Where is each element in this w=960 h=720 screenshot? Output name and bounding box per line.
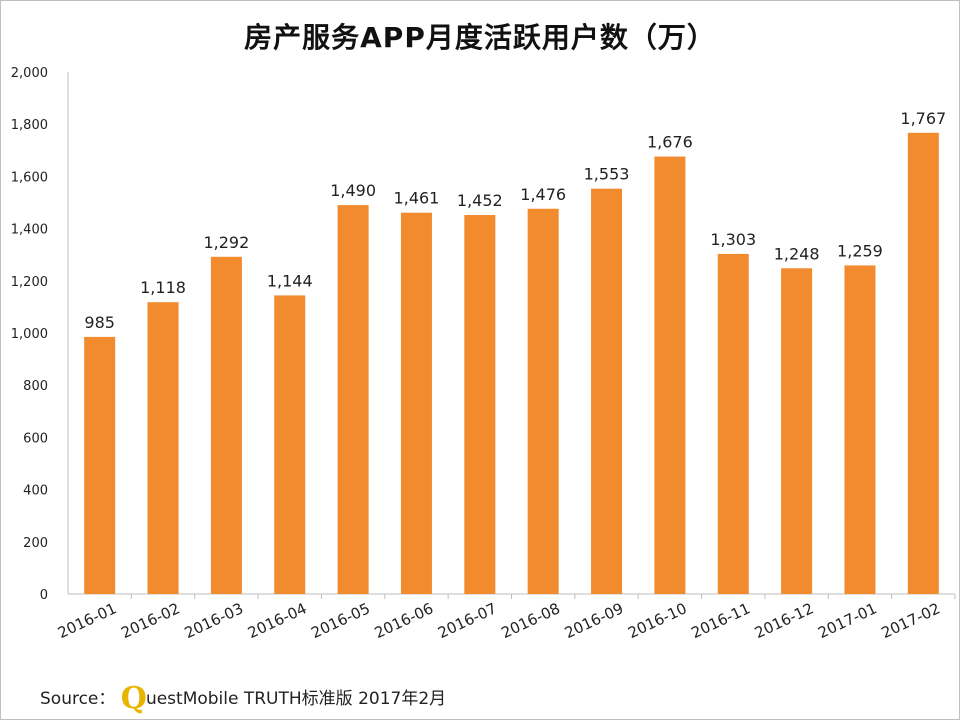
x-tick-label: 2016-07 xyxy=(435,599,499,642)
x-tick-label: 2016-04 xyxy=(245,599,309,642)
bar-value-label: 1,452 xyxy=(457,191,503,210)
chart-title: 房产服务APP月度活跃用户数（万） xyxy=(244,21,716,54)
bar-value-label: 1,303 xyxy=(710,230,756,249)
bar xyxy=(591,188,623,595)
y-tick-label: 1,800 xyxy=(11,118,48,133)
bar-value-label: 1,118 xyxy=(140,278,186,297)
bar xyxy=(781,268,813,594)
source-prefix: Source： xyxy=(40,689,116,709)
y-tick-label: 600 xyxy=(23,431,48,446)
x-tick-label: 2016-08 xyxy=(498,599,562,642)
x-tick-label: 2016-05 xyxy=(308,599,372,642)
bar xyxy=(654,156,686,594)
y-tick-label: 1,200 xyxy=(11,275,48,290)
y-tick-label: 200 xyxy=(23,536,48,551)
bar xyxy=(907,132,939,595)
bar xyxy=(464,215,496,594)
bar xyxy=(337,205,369,595)
x-tick-label: 2017-02 xyxy=(879,599,943,642)
questmobile-logo-letter: Q xyxy=(120,681,147,716)
bar xyxy=(147,302,179,594)
bar-value-label: 1,461 xyxy=(394,189,440,208)
y-tick-label: 1,000 xyxy=(11,327,48,342)
source-text: uestMobile TRUTH标准版 2017年2月 xyxy=(145,689,447,709)
bar-value-label: 1,248 xyxy=(774,244,820,263)
bar-value-label: 985 xyxy=(84,313,115,332)
bar-value-label: 1,144 xyxy=(267,271,313,290)
source-line: Source： QuestMobile TRUTH标准版 2017年2月 xyxy=(40,681,446,716)
x-tick-label: 2016-11 xyxy=(689,599,753,642)
y-tick-label: 400 xyxy=(23,484,48,499)
bar xyxy=(84,336,116,594)
x-tick-label: 2016-02 xyxy=(118,599,182,642)
bar xyxy=(400,212,432,594)
y-tick-label: 800 xyxy=(23,379,48,394)
bar-value-label: 1,767 xyxy=(900,109,946,128)
y-tick-label: 1,600 xyxy=(11,170,48,185)
bar-value-label: 1,676 xyxy=(647,133,693,152)
bar xyxy=(210,256,242,594)
bar-value-label: 1,292 xyxy=(203,233,249,252)
x-tick-label: 2016-06 xyxy=(372,599,436,642)
x-tick-label: 2016-01 xyxy=(55,599,119,642)
bar-value-label: 1,490 xyxy=(330,181,376,200)
bar xyxy=(274,295,306,594)
x-tick-label: 2016-12 xyxy=(752,599,816,642)
bar xyxy=(717,253,749,595)
bar xyxy=(844,265,876,594)
x-tick-label: 2016-10 xyxy=(625,599,689,642)
x-tick-label: 2016-09 xyxy=(562,599,626,642)
x-tick-label: 2017-01 xyxy=(815,599,879,642)
bar-value-label: 1,553 xyxy=(584,165,630,184)
y-tick-label: 0 xyxy=(40,588,48,603)
bar xyxy=(527,208,559,594)
y-tick-label: 1,400 xyxy=(11,223,48,238)
bar-value-label: 1,476 xyxy=(520,185,566,204)
y-tick-label: 2,000 xyxy=(11,66,48,81)
x-tick-label: 2016-03 xyxy=(182,599,246,642)
bar-value-label: 1,259 xyxy=(837,241,883,260)
